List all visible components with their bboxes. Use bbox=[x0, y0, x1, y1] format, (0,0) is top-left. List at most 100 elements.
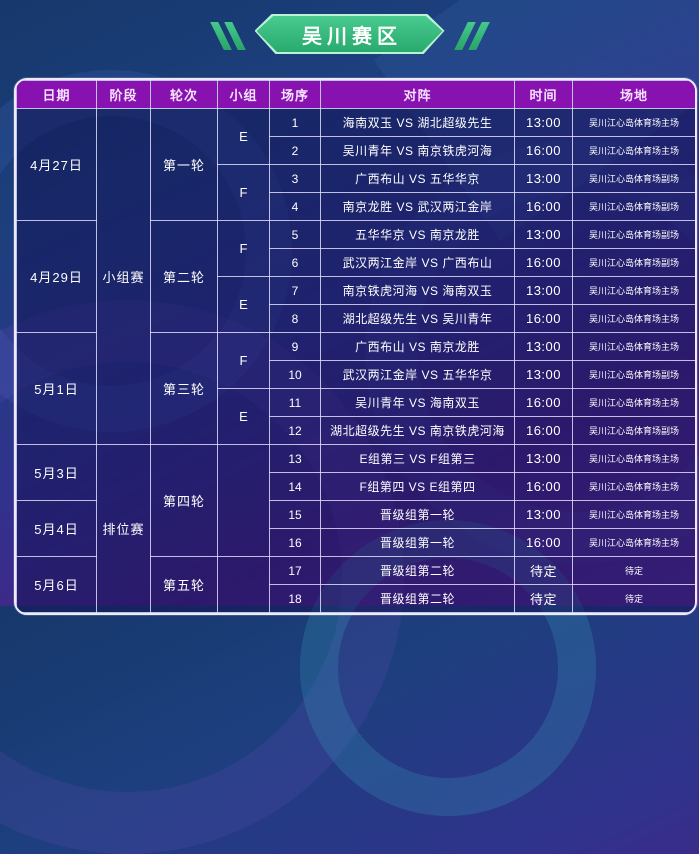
date-cell: 4月27日 bbox=[16, 108, 97, 221]
seq-cell: 3 bbox=[269, 164, 321, 193]
match-cell: 武汉两江金岸 VS 五华华京 bbox=[320, 360, 515, 389]
time-cell: 16:00 bbox=[514, 248, 573, 277]
venue-cell: 待定 bbox=[572, 556, 695, 585]
venue-cell: 吴川江心岛体育场主场 bbox=[572, 108, 695, 137]
stage-cell: 排位赛 bbox=[96, 444, 151, 613]
seq-cell: 14 bbox=[269, 472, 321, 501]
venue-cell: 吴川江心岛体育场副场 bbox=[572, 248, 695, 277]
time-cell: 13:00 bbox=[514, 444, 573, 473]
seq-cell: 9 bbox=[269, 332, 321, 361]
table-row: F 3 广西布山 VS 五华华京 13:00 吴川江心岛体育场副场 bbox=[17, 164, 695, 221]
group-cell: F bbox=[217, 220, 270, 277]
venue-cell: 吴川江心岛体育场主场 bbox=[572, 304, 695, 333]
schedule-table: 日期 阶段 轮次 小组 场序 对阵 时间 场地 4月27日 小组赛 第一轮 E … bbox=[16, 80, 695, 613]
time-cell: 13:00 bbox=[514, 500, 573, 529]
venue-cell: 吴川江心岛体育场主场 bbox=[572, 472, 695, 501]
time-cell: 16:00 bbox=[514, 388, 573, 417]
match-cell: 广西布山 VS 南京龙胜 bbox=[320, 332, 515, 361]
seq-cell: 8 bbox=[269, 304, 321, 333]
seq-cell: 7 bbox=[269, 276, 321, 305]
match-cell: E组第三 VS F组第三 bbox=[320, 444, 515, 473]
venue-cell: 吴川江心岛体育场主场 bbox=[572, 388, 695, 417]
col-header-round: 轮次 bbox=[150, 80, 218, 109]
time-cell: 16:00 bbox=[514, 416, 573, 445]
col-header-seq: 场序 bbox=[269, 80, 321, 109]
time-cell: 13:00 bbox=[514, 108, 573, 137]
time-cell: 13:00 bbox=[514, 164, 573, 193]
date-cell: 5月3日 bbox=[16, 444, 97, 501]
banner-background: 吴川赛区 bbox=[256, 16, 443, 52]
seq-cell: 15 bbox=[269, 500, 321, 529]
seq-cell: 6 bbox=[269, 248, 321, 277]
seq-cell: 5 bbox=[269, 220, 321, 249]
col-header-stage: 阶段 bbox=[96, 80, 151, 109]
seq-cell: 16 bbox=[269, 528, 321, 557]
venue-cell: 吴川江心岛体育场副场 bbox=[572, 164, 695, 193]
venue-cell: 吴川江心岛体育场主场 bbox=[572, 444, 695, 473]
venue-cell: 吴川江心岛体育场副场 bbox=[572, 220, 695, 249]
seq-cell: 2 bbox=[269, 136, 321, 165]
schedule-table-container: 日期 阶段 轮次 小组 场序 对阵 时间 场地 4月27日 小组赛 第一轮 E … bbox=[14, 78, 697, 615]
date-cell: 5月1日 bbox=[16, 332, 97, 445]
match-cell: 南京铁虎河海 VS 海南双玉 bbox=[320, 276, 515, 305]
time-cell: 13:00 bbox=[514, 220, 573, 249]
match-cell: 海南双玉 VS 湖北超级先生 bbox=[320, 108, 515, 137]
round-cell: 第二轮 bbox=[150, 220, 218, 333]
col-header-venue: 场地 bbox=[572, 80, 695, 109]
table-row: 5月3日 排位赛 第四轮 13 E组第三 VS F组第三 13:00 吴川江心岛… bbox=[16, 444, 695, 613]
time-cell: 16:00 bbox=[514, 528, 573, 557]
round-cell: 第五轮 bbox=[150, 556, 218, 613]
seq-cell: 18 bbox=[269, 584, 321, 613]
match-cell: 吴川青年 VS 南京铁虎河海 bbox=[320, 136, 515, 165]
match-cell: 湖北超级先生 VS 吴川青年 bbox=[320, 304, 515, 333]
seq-cell: 12 bbox=[269, 416, 321, 445]
seq-cell: 4 bbox=[269, 192, 321, 221]
match-cell: 吴川青年 VS 海南双玉 bbox=[320, 388, 515, 417]
seq-cell: 10 bbox=[269, 360, 321, 389]
venue-cell: 吴川江心岛体育场主场 bbox=[572, 528, 695, 557]
time-cell: 13:00 bbox=[514, 332, 573, 361]
venue-cell: 吴川江心岛体育场副场 bbox=[572, 192, 695, 221]
date-cell: 5月6日 bbox=[16, 556, 97, 613]
venue-cell: 待定 bbox=[572, 584, 695, 613]
table-row: 5月1日 第三轮 F 9 广西布山 VS 南京龙胜 13:00 吴川江心岛体育场… bbox=[16, 332, 695, 445]
group-cell: F bbox=[217, 332, 270, 389]
seq-cell: 11 bbox=[269, 388, 321, 417]
table-row: 4 南京龙胜 VS 武汉两江金岸 16:00 吴川江心岛体育场副场 bbox=[17, 192, 695, 221]
match-cell: 湖北超级先生 VS 南京铁虎河海 bbox=[320, 416, 515, 445]
round-cell: 第三轮 bbox=[150, 332, 218, 445]
table-row: 12 湖北超级先生 VS 南京铁虎河海 16:00 吴川江心岛体育场副场 bbox=[17, 416, 695, 445]
group-cell: E bbox=[217, 108, 270, 165]
venue-cell: 吴川江心岛体育场主场 bbox=[572, 136, 695, 165]
time-cell: 待定 bbox=[514, 584, 573, 613]
match-cell: 五华华京 VS 南京龙胜 bbox=[320, 220, 515, 249]
match-cell: 晋级组第二轮 bbox=[320, 584, 515, 613]
group-cell: F bbox=[217, 164, 270, 221]
time-cell: 13:00 bbox=[514, 360, 573, 389]
zone-banner-container: 吴川赛区 bbox=[0, 14, 699, 54]
col-header-match: 对阵 bbox=[320, 80, 515, 109]
col-header-time: 时间 bbox=[514, 80, 573, 109]
venue-cell: 吴川江心岛体育场主场 bbox=[572, 276, 695, 305]
match-cell: 武汉两江金岸 VS 广西布山 bbox=[320, 248, 515, 277]
stage-cell: 小组赛 bbox=[96, 108, 151, 445]
venue-cell: 吴川江心岛体育场副场 bbox=[572, 416, 695, 445]
group-cell: E bbox=[217, 388, 270, 445]
date-cell: 5月4日 bbox=[16, 500, 97, 557]
round-cell: 第一轮 bbox=[150, 108, 218, 221]
table-row: 5月6日 第五轮 17 晋级组第二轮 待定 待定 bbox=[16, 556, 695, 613]
round-cell: 第四轮 bbox=[150, 444, 218, 557]
time-cell: 16:00 bbox=[514, 136, 573, 165]
seq-cell: 13 bbox=[269, 444, 321, 473]
table-row: 4月29日 第二轮 F 5 五华华京 VS 南京龙胜 13:00 吴川江心岛体育… bbox=[16, 220, 695, 333]
zone-title: 吴川赛区 bbox=[302, 25, 402, 48]
col-header-group: 小组 bbox=[217, 80, 270, 109]
table-row: 8 湖北超级先生 VS 吴川青年 16:00 吴川江心岛体育场主场 bbox=[17, 304, 695, 333]
table-row: 16 晋级组第一轮 16:00 吴川江心岛体育场主场 bbox=[17, 528, 695, 557]
date-cell: 4月29日 bbox=[16, 220, 97, 333]
match-cell: 晋级组第一轮 bbox=[320, 528, 515, 557]
match-cell: F组第四 VS E组第四 bbox=[320, 472, 515, 501]
table-row: 10 武汉两江金岸 VS 五华华京 13:00 吴川江心岛体育场副场 bbox=[17, 360, 695, 389]
venue-cell: 吴川江心岛体育场主场 bbox=[572, 500, 695, 529]
group-cell bbox=[217, 556, 270, 613]
